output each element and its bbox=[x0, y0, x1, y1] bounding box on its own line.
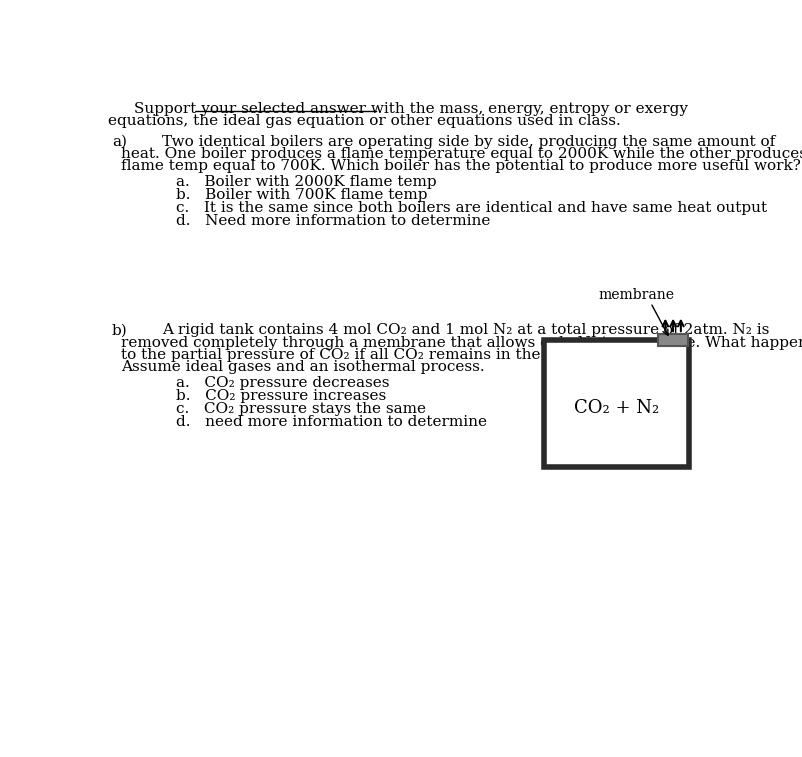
Text: b.   CO₂ pressure increases: b. CO₂ pressure increases bbox=[176, 389, 385, 403]
Text: b): b) bbox=[111, 323, 128, 338]
Text: b.   Boiler with 700K flame temp: b. Boiler with 700K flame temp bbox=[176, 188, 427, 202]
Text: equations, the ideal gas equation or other equations used in class.: equations, the ideal gas equation or oth… bbox=[108, 114, 620, 128]
Bar bbox=[543, 341, 688, 467]
Text: Support your selected answer with the mass, energy, entropy or exergy: Support your selected answer with the ma… bbox=[134, 101, 687, 116]
Text: d.   Need more information to determine: d. Need more information to determine bbox=[176, 214, 489, 228]
Text: c.   It is the same since both boilers are identical and have same heat output: c. It is the same since both boilers are… bbox=[176, 201, 766, 215]
Text: Two identical boilers are operating side by side, producing the same amount of: Two identical boilers are operating side… bbox=[162, 135, 775, 148]
Text: CO₂ + N₂: CO₂ + N₂ bbox=[573, 399, 658, 416]
Text: removed completely through a membrane that allows only N₂ to permeate. What happ: removed completely through a membrane th… bbox=[121, 335, 802, 350]
Text: A rigid tank contains 4 mol CO₂ and 1 mol N₂ at a total pressure of 2atm. N₂ is: A rigid tank contains 4 mol CO₂ and 1 mo… bbox=[162, 323, 769, 338]
Text: heat. One boiler produces a flame temperature equal to 2000K while the other pro: heat. One boiler produces a flame temper… bbox=[121, 147, 802, 161]
Text: a.   CO₂ pressure decreases: a. CO₂ pressure decreases bbox=[176, 375, 388, 390]
Text: c.   CO₂ pressure stays the same: c. CO₂ pressure stays the same bbox=[176, 402, 425, 416]
Text: a): a) bbox=[111, 135, 127, 148]
Text: to the partial pressure of CO₂ if all CO₂ remains in the tank?: to the partial pressure of CO₂ if all CO… bbox=[121, 348, 587, 362]
Text: d.   need more information to determine: d. need more information to determine bbox=[176, 415, 486, 429]
Bar bbox=[658, 334, 687, 347]
Text: Assume ideal gases and an isothermal process.: Assume ideal gases and an isothermal pro… bbox=[121, 360, 484, 375]
Text: membrane: membrane bbox=[598, 288, 674, 302]
Text: a.   Boiler with 2000K flame temp: a. Boiler with 2000K flame temp bbox=[176, 175, 435, 188]
Text: flame temp equal to 700K. Which boiler has the potential to produce more useful : flame temp equal to 700K. Which boiler h… bbox=[121, 160, 800, 173]
